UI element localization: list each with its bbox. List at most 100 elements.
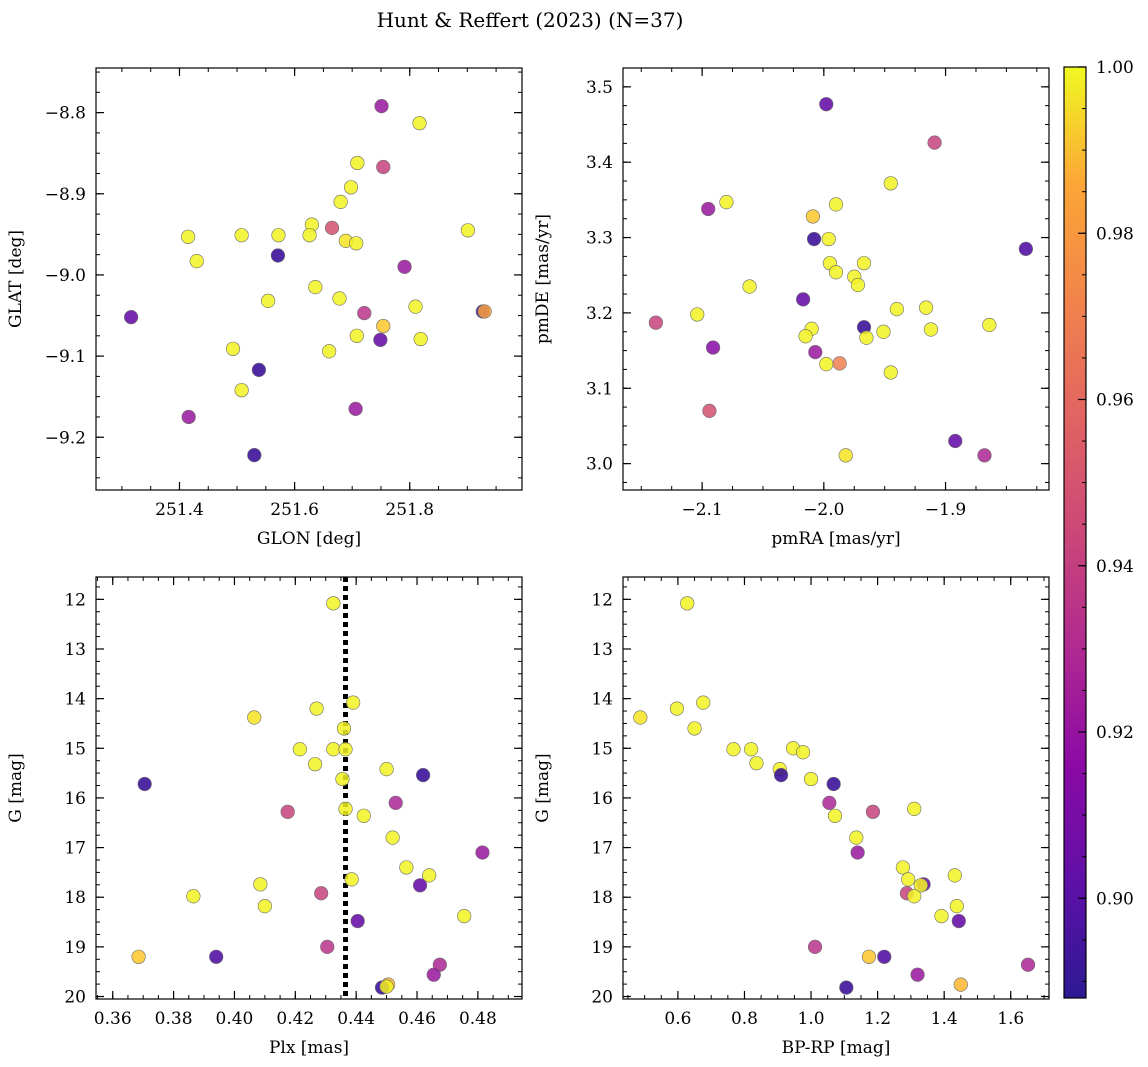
y-tick-label: 3.0 bbox=[586, 455, 613, 475]
data-point bbox=[910, 967, 925, 982]
data-point bbox=[876, 324, 891, 339]
x-axis-label: GLON [deg] bbox=[257, 529, 361, 549]
data-point bbox=[376, 318, 391, 334]
x-tick-label: 0.36 bbox=[94, 1009, 132, 1029]
y-tick-label: −9.2 bbox=[45, 428, 86, 448]
scatter-points bbox=[648, 97, 1033, 463]
data-point bbox=[907, 889, 922, 904]
data-point bbox=[719, 195, 734, 210]
data-point bbox=[895, 860, 910, 875]
x-tick-label: −2.0 bbox=[803, 500, 844, 520]
data-point bbox=[982, 317, 997, 333]
y-tick-label: 15 bbox=[591, 739, 613, 759]
data-point bbox=[819, 97, 834, 112]
x-tick-label: 1.6 bbox=[997, 1009, 1024, 1029]
colorbar-tick-label: 0.90 bbox=[1096, 889, 1134, 909]
data-point bbox=[949, 899, 964, 914]
x-tick-label: 0.40 bbox=[216, 1009, 254, 1029]
x-tick-label: 0.38 bbox=[155, 1009, 193, 1029]
panel-2: −2.1 −2.0 −1.9 3.0 3.1 3.2 3.3 3.4 3.5 pmRA [mas/… bbox=[533, 67, 1050, 549]
data-point bbox=[189, 254, 204, 269]
data-point bbox=[889, 302, 904, 317]
x-tick-label: 0.44 bbox=[337, 1009, 375, 1029]
data-point bbox=[271, 228, 286, 243]
y-tick-label: 20 bbox=[64, 988, 86, 1008]
y-axis-label: GLAT [deg] bbox=[6, 230, 26, 328]
data-point bbox=[307, 757, 323, 772]
axes-frame bbox=[95, 67, 523, 491]
data-point bbox=[828, 265, 844, 280]
data-point bbox=[927, 135, 942, 150]
y-axis-label: G [mag] bbox=[533, 753, 553, 822]
data-point bbox=[349, 236, 364, 251]
data-point bbox=[803, 771, 819, 787]
data-point bbox=[696, 695, 711, 710]
data-point bbox=[344, 872, 359, 887]
data-point bbox=[1020, 957, 1036, 972]
axes-frame bbox=[622, 67, 1050, 491]
data-point bbox=[883, 176, 898, 191]
colorbar-tick-label: 0.92 bbox=[1096, 723, 1134, 743]
data-point bbox=[251, 362, 267, 377]
data-point bbox=[376, 159, 391, 175]
data-point bbox=[320, 939, 335, 954]
data-point bbox=[346, 695, 361, 710]
data-point bbox=[838, 448, 853, 463]
data-point bbox=[828, 197, 844, 212]
data-point bbox=[923, 322, 939, 337]
data-point bbox=[357, 305, 372, 321]
y-tick-label: 18 bbox=[591, 888, 613, 908]
y-tick-label: 16 bbox=[591, 789, 613, 809]
data-point bbox=[338, 801, 353, 816]
axes-frame bbox=[622, 576, 1050, 1000]
data-point bbox=[343, 180, 359, 195]
data-point bbox=[977, 448, 992, 463]
data-point bbox=[821, 231, 836, 247]
data-point bbox=[690, 307, 705, 322]
minor-ticks bbox=[96, 68, 522, 490]
y-tick-label: 17 bbox=[591, 839, 613, 859]
data-point bbox=[324, 220, 340, 235]
data-point bbox=[413, 331, 428, 347]
data-point bbox=[412, 878, 428, 893]
data-point bbox=[426, 967, 441, 982]
colorbar: 0.90 0.92 0.94 0.96 0.98 1.00 bbox=[1063, 58, 1134, 999]
data-point bbox=[314, 886, 329, 901]
y-tick-label: 13 bbox=[64, 640, 86, 660]
data-point bbox=[333, 194, 348, 210]
colorbar-tick-label: 0.94 bbox=[1096, 557, 1134, 577]
data-point bbox=[744, 742, 759, 757]
colorbar-gradient bbox=[1063, 66, 1087, 999]
data-point bbox=[234, 383, 249, 398]
data-point bbox=[257, 899, 272, 914]
data-point bbox=[475, 845, 490, 860]
data-point bbox=[124, 310, 139, 325]
colorbar-tick-label: 0.96 bbox=[1096, 391, 1134, 411]
data-point bbox=[796, 292, 811, 307]
data-point bbox=[422, 868, 437, 883]
data-point bbox=[350, 155, 365, 171]
data-point bbox=[412, 116, 427, 131]
data-point bbox=[408, 299, 423, 314]
data-point bbox=[742, 279, 757, 294]
data-point bbox=[225, 341, 241, 356]
x-tick-label: 0.6 bbox=[664, 1009, 691, 1029]
data-point bbox=[948, 433, 963, 449]
data-point bbox=[349, 328, 364, 343]
x-tick-label: 0.42 bbox=[276, 1009, 314, 1029]
data-point bbox=[253, 877, 268, 892]
y-tick-label: 3.5 bbox=[586, 78, 613, 98]
data-point bbox=[209, 949, 224, 964]
x-axis-label: pmRA [mas/yr] bbox=[771, 529, 900, 549]
data-point bbox=[947, 868, 962, 883]
panel-1: 251.4 251.6 251.8 −8.8 −8.9 −9.0 −9.1 −9.2 GLON … bbox=[6, 67, 523, 549]
data-point bbox=[826, 776, 841, 792]
y-tick-label: 18 bbox=[64, 888, 86, 908]
data-point bbox=[457, 908, 472, 924]
y-tick-label: 15 bbox=[64, 739, 86, 759]
data-point bbox=[687, 721, 702, 736]
colorbar-tick-label: 0.98 bbox=[1096, 224, 1134, 244]
data-point bbox=[247, 710, 262, 725]
y-tick-label: 19 bbox=[64, 938, 86, 958]
